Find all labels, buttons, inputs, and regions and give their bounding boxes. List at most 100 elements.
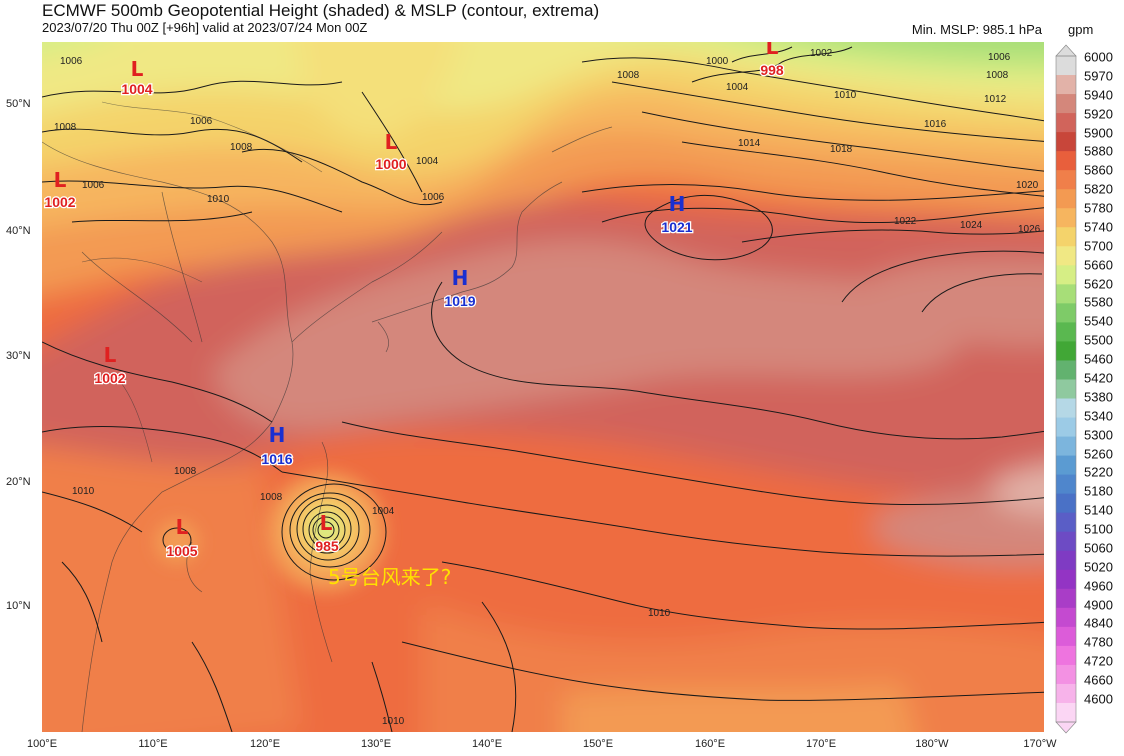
isobar-label: 1020 [1016, 180, 1039, 191]
low-value: 998 [760, 62, 784, 78]
colorbar-swatch [1056, 531, 1076, 552]
colorbar-level-label: 5660 [1084, 257, 1113, 273]
colorbar-swatch [1056, 607, 1076, 628]
isobar-label: 1026 [1018, 224, 1041, 235]
low-value: 1002 [44, 194, 75, 210]
lon-label: 100°E [26, 738, 58, 750]
low-marker: L 1002 [93, 343, 127, 387]
weather-map: L 1004 L 998 L 1000 L 1002 H 1021 H 1019 L 1002… [42, 42, 1044, 732]
isobar-label: 1010 [382, 716, 405, 727]
isobar-label: 1012 [984, 94, 1007, 105]
low-letter: L [320, 511, 333, 535]
colorbar-swatch [1056, 474, 1076, 495]
colorbar-level-label: 5380 [1084, 389, 1113, 405]
colorbar-level-label: 5140 [1084, 502, 1113, 518]
colorbar-max-arrow [1055, 44, 1077, 57]
lat-label: 10°N [6, 600, 31, 612]
high-marker: H 1021 [660, 192, 694, 236]
colorbar-swatch [1056, 493, 1076, 514]
colorbar-swatch [1056, 569, 1076, 590]
colorbar-swatch [1056, 588, 1076, 609]
isobar-label: 1006 [988, 52, 1011, 63]
colorbar-level-label: 5020 [1084, 559, 1113, 575]
isobar-label: 1022 [894, 216, 917, 227]
colorbar-level-label: 5620 [1084, 276, 1113, 292]
map-subtitle: 2023/07/20 Thu 00Z [+96h] valid at 2023/… [42, 20, 368, 35]
colorbar-level-label: 5460 [1084, 351, 1113, 367]
isobar-label: 1006 [60, 56, 83, 67]
lat-label: 40°N [6, 225, 31, 237]
colorbar-swatch [1056, 189, 1076, 209]
colorbar-level-label: 5820 [1084, 181, 1113, 197]
colorbar-swatch [1056, 360, 1076, 380]
high-value: 1019 [444, 293, 475, 309]
colorbar-frame [1055, 55, 1077, 723]
isobar-label: 1008 [230, 142, 253, 153]
colorbar-unit: gpm [1068, 22, 1094, 37]
colorbar-swatch [1056, 550, 1076, 571]
lon-label: 170°E [805, 738, 837, 750]
isobar-label: 1008 [174, 466, 197, 477]
colorbar-swatch [1056, 265, 1076, 285]
typhoon-isobars [162, 483, 387, 581]
colorbar-level-label: 5780 [1084, 200, 1113, 216]
low-value: 1002 [94, 370, 125, 386]
low-letter: L [131, 57, 144, 81]
isobar-label: 1024 [960, 220, 983, 231]
colorbar-level-label: 4840 [1084, 615, 1113, 631]
colorbar-swatch [1056, 664, 1076, 685]
colorbar-swatch [1056, 246, 1076, 266]
country-borders [81, 101, 323, 463]
colorbar-swatch [1056, 303, 1076, 323]
colorbar-level-label: 5580 [1084, 294, 1113, 310]
lon-label: 170°W [1023, 738, 1057, 750]
high-letter: H [669, 192, 686, 216]
colorbar-swatch [1056, 132, 1076, 152]
colorbar-swatch [1056, 626, 1076, 647]
colorbar-swatch [1056, 512, 1076, 533]
high-value: 1016 [261, 451, 292, 467]
colorbar-level-label: 5340 [1084, 408, 1113, 424]
low-letter: L [766, 42, 779, 59]
colorbar-swatch [1056, 56, 1076, 76]
colorbar-swatch [1056, 341, 1076, 361]
colorbar-swatch [1056, 170, 1076, 190]
isobar-label: 1004 [726, 82, 749, 93]
lon-label: 160°E [694, 738, 726, 750]
isobar-label: 1006 [82, 180, 105, 191]
low-letter: L [176, 515, 189, 539]
colorbar-level-label: 5970 [1084, 68, 1113, 84]
colorbar-level-label: 5060 [1084, 540, 1113, 556]
colorbar-level-label: 5100 [1084, 521, 1113, 537]
colorbar-swatch [1056, 75, 1076, 95]
low-marker: L 1005 [165, 515, 199, 560]
low-value: 1000 [375, 156, 406, 172]
high-letter: H [452, 266, 469, 290]
lon-label: 130°E [360, 738, 392, 750]
colorbar-level-label: 4600 [1084, 691, 1113, 707]
colorbar-min-arrow [1055, 721, 1077, 734]
high-marker: H 1019 [443, 266, 477, 310]
colorbar-level-label: 4780 [1084, 634, 1113, 650]
colorbar-swatch [1056, 436, 1076, 457]
colorbar-level-label: 5180 [1084, 483, 1113, 499]
isobar-label: 1010 [72, 486, 95, 497]
isobar-label: 1018 [830, 144, 853, 155]
colorbar-level-label: 5900 [1084, 125, 1113, 141]
map-title: ECMWF 500mb Geopotential Height (shaded)… [42, 1, 600, 20]
isobar-label: 1008 [986, 70, 1009, 81]
colorbar-swatch [1056, 284, 1076, 304]
low-marker: L 1002 [43, 168, 77, 211]
isobar-label: 1002 [810, 48, 833, 59]
isobar-label: 1004 [372, 506, 395, 517]
isobar-label: 1004 [416, 156, 439, 167]
lon-label: 180°W [915, 738, 949, 750]
lon-label: 120°E [249, 738, 281, 750]
colorbar-level-label: 5500 [1084, 332, 1113, 348]
lat-label: 30°N [6, 350, 31, 362]
colorbar-swatch [1056, 683, 1076, 704]
colorbar-level-label: 5860 [1084, 162, 1113, 178]
isobar-label: 1016 [924, 119, 947, 130]
colorbar-swatch [1056, 94, 1076, 114]
